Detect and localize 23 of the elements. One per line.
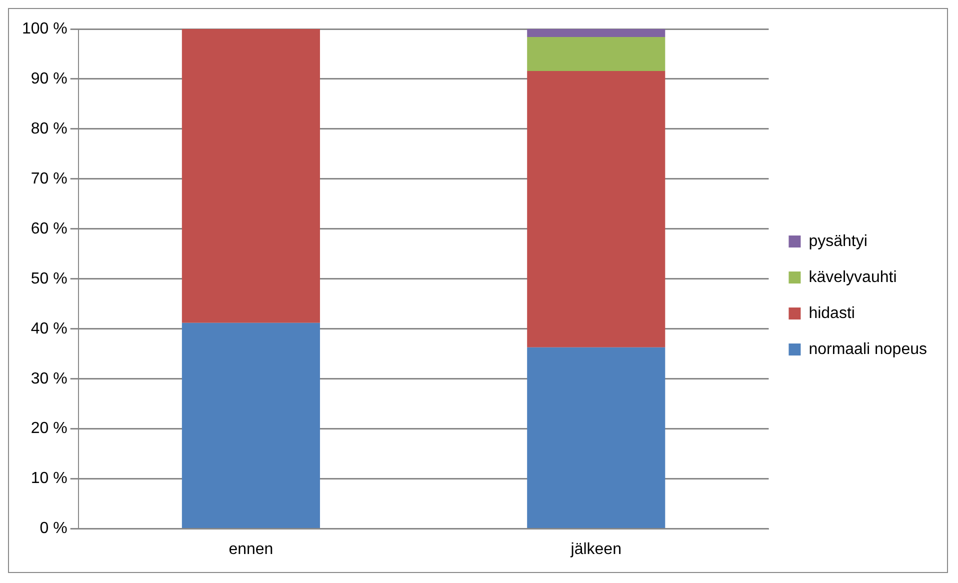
y-tick-label: 100 % <box>22 20 68 38</box>
legend-label: hidasti <box>808 304 855 322</box>
y-tick-label: 60 % <box>30 220 68 238</box>
legend-label: pysähtyi <box>808 232 868 250</box>
bar <box>182 29 320 323</box>
y-tick-label: 90 % <box>30 70 68 88</box>
bar <box>527 70 666 348</box>
y-tick-label: 40 % <box>30 320 68 338</box>
y-tick-label: 10 % <box>30 470 68 488</box>
x-tick-label: jälkeen <box>570 540 622 558</box>
y-tick-label: 70 % <box>30 170 68 188</box>
y-tick-label: 0 % <box>40 520 68 538</box>
bar <box>527 36 666 71</box>
bar <box>182 322 320 528</box>
y-tick-label: 80 % <box>30 120 68 138</box>
x-tick-label: ennen <box>228 540 274 558</box>
y-tick-label: 50 % <box>30 270 68 288</box>
y-tick-label: 30 % <box>30 370 68 388</box>
bar <box>527 347 666 528</box>
legend-label: kävelyvauhti <box>808 268 897 286</box>
y-tick-label: 20 % <box>30 420 68 438</box>
legend-label: normaali nopeus <box>808 340 927 358</box>
bar <box>527 29 666 37</box>
